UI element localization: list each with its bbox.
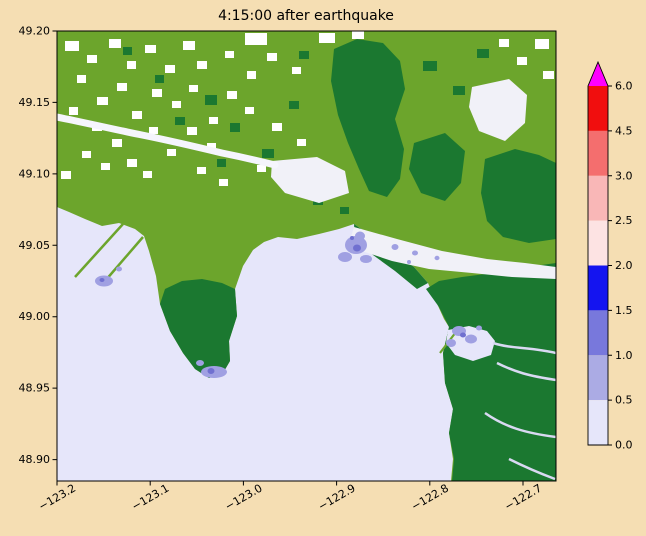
- colorbar-tick-label: 3.0: [615, 169, 633, 182]
- y-tick-label: 48.95: [19, 382, 51, 395]
- flood-patch: [391, 244, 399, 250]
- colorbar-tick-label: 2.5: [615, 214, 633, 227]
- flood-patch-deep: [350, 236, 354, 240]
- colorbar-tick-label: 4.5: [615, 124, 633, 137]
- flood-patch: [196, 360, 204, 366]
- dry-urban-patches: [61, 31, 554, 186]
- jetty-line: [104, 236, 144, 282]
- map-layers: [57, 31, 556, 481]
- colorbar-tick-label: 0.5: [615, 394, 633, 407]
- plot-title: 4:15:00 after earthquake: [218, 8, 394, 24]
- colorbar-tick-label: 2.0: [615, 259, 633, 272]
- jetty-causeways: [74, 223, 144, 282]
- lowland-valley-patches: [271, 79, 556, 279]
- colorbar-tick-label: 6.0: [615, 80, 633, 93]
- flood-patch: [446, 339, 456, 347]
- y-tick-label: 49.10: [19, 167, 51, 180]
- colorbar-segment: [588, 310, 608, 356]
- flood-patch: [116, 266, 122, 272]
- creek-channels: [484, 341, 556, 481]
- flood-patch: [476, 325, 482, 331]
- colorbar-segment: [588, 400, 608, 445]
- flood-patch: [355, 231, 365, 241]
- y-tick-label: 48.90: [19, 453, 51, 466]
- land-forest-area: [160, 39, 556, 481]
- flood-patch-deep: [99, 278, 105, 282]
- flood-patch: [434, 255, 440, 261]
- flood-patch: [338, 252, 352, 262]
- colorbar-tick-label: 1.5: [615, 304, 633, 317]
- colorbar-segment: [588, 130, 608, 176]
- map-plot-area: [56, 30, 557, 482]
- creek-line: [496, 361, 556, 382]
- flood-patch: [407, 260, 411, 264]
- y-tick-marks: [52, 30, 57, 461]
- creek-line: [508, 457, 556, 481]
- flood-patch-deep: [460, 332, 466, 338]
- creek-line: [484, 411, 556, 439]
- flood-patch: [412, 250, 418, 256]
- colorbar-segment: [588, 220, 608, 266]
- colorbar-tick-label: 1.0: [615, 349, 633, 362]
- flood-patch: [465, 334, 477, 344]
- river-channel: [57, 113, 279, 169]
- flood-patch: [360, 255, 372, 263]
- flood-patches-dark: [99, 236, 466, 374]
- y-tick-label: 49.05: [19, 239, 51, 252]
- y-tick-label: 49.20: [19, 25, 51, 38]
- flood-patch-deep: [353, 244, 361, 252]
- colorbar-extend-triangle: [588, 62, 608, 86]
- y-axis-ticks: 49.20 49.15 49.10 49.05 49.00 48.95 48.9…: [19, 25, 57, 466]
- colorbar-tick-marks: [608, 85, 612, 446]
- x-tick-marks: [56, 481, 524, 486]
- colorbar: 6.0 4.5 3.0 2.5 2.0 1.5 1.0 0.5 0.0: [587, 60, 633, 452]
- colorbar-segment: [588, 265, 608, 311]
- colorbar-segment: [588, 175, 608, 221]
- colorbar-outline: [587, 60, 609, 446]
- y-tick-label: 49.15: [19, 96, 51, 109]
- colorbar-segment: [588, 86, 608, 131]
- creek-line: [492, 341, 556, 355]
- colorbar-tick-label: 0.0: [615, 439, 633, 452]
- colorbar-segment: [588, 355, 608, 401]
- plot-border: [56, 30, 557, 482]
- jetty-line: [74, 223, 124, 278]
- flood-patch-deep: [207, 368, 215, 374]
- y-tick-label: 49.00: [19, 310, 51, 323]
